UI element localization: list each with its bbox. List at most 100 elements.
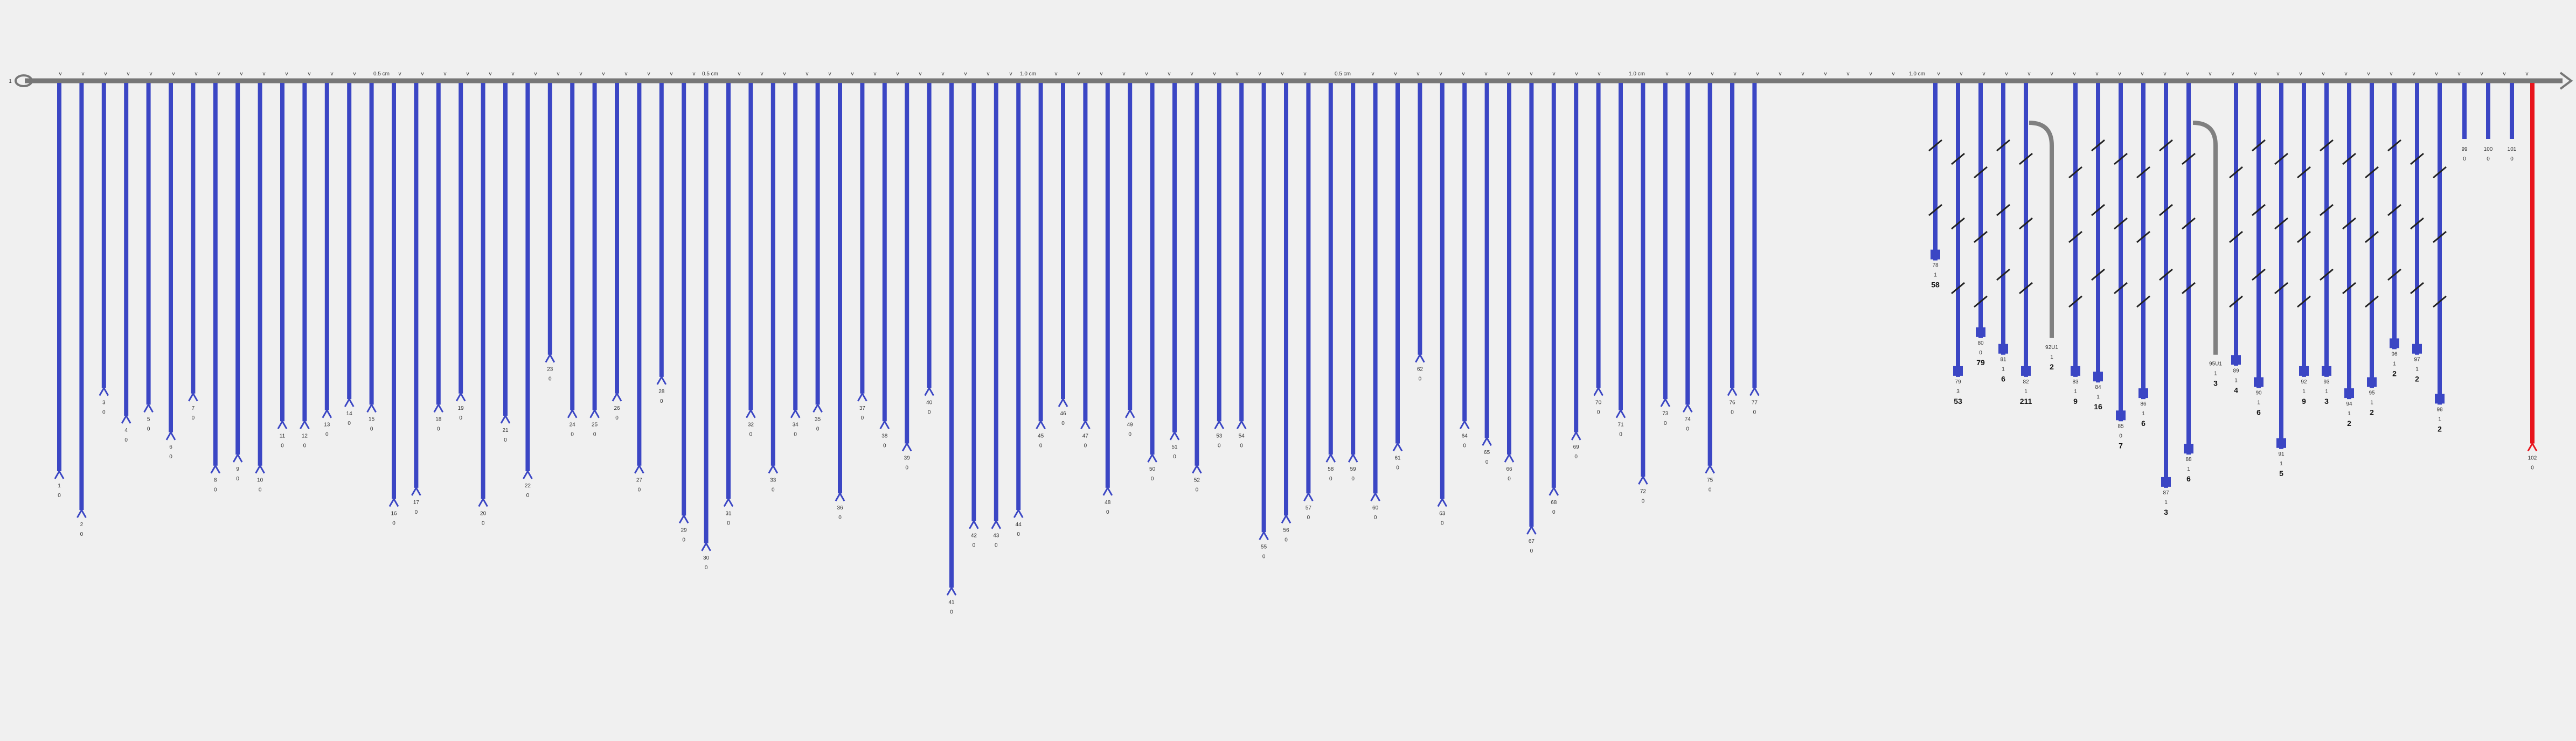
special-branch[interactable]: 81 1 6 (1996, 83, 2010, 383)
branch[interactable]: 19 0 (455, 83, 466, 421)
branch[interactable]: 70 (188, 83, 198, 421)
branch[interactable]: 74 0 (1682, 83, 1693, 432)
branch[interactable]: 45 0 (1036, 83, 1046, 449)
branch[interactable]: 11 0 (277, 83, 288, 449)
branch[interactable]: 31 0 (723, 83, 734, 527)
branch[interactable]: 64 0 (1459, 83, 1470, 449)
branch[interactable]: 80 (210, 83, 221, 493)
branch[interactable]: 16 0 (388, 83, 399, 527)
branch[interactable]: 75 0 (1705, 83, 1715, 493)
branch[interactable]: 39 0 (901, 83, 912, 471)
branch[interactable]: 33 0 (768, 83, 779, 493)
branch[interactable]: 62 0 (1415, 83, 1425, 382)
branch[interactable]: 17 0 (411, 83, 421, 515)
branch[interactable]: 60 (165, 83, 176, 460)
branch[interactable]: 51 0 (1169, 83, 1180, 460)
branch[interactable]: 55 0 (1259, 83, 1269, 560)
special-branch[interactable]: 96 1 2 (2387, 83, 2401, 378)
branch[interactable]: 36 0 (835, 83, 845, 521)
branch[interactable]: 25 0 (589, 83, 600, 438)
branch[interactable]: 43 0 (991, 83, 1002, 549)
branch[interactable]: 40 0 (924, 83, 934, 416)
branch[interactable]: 57 0 (1303, 83, 1314, 521)
branch[interactable]: 38 0 (879, 83, 890, 449)
branch[interactable]: 60 0 (1370, 83, 1380, 521)
special-branch[interactable]: 95 1 2 (2365, 83, 2379, 417)
short-branch[interactable]: 101 0 (2508, 83, 2517, 162)
branch[interactable]: 72 0 (1638, 83, 1648, 504)
branch[interactable]: 27 0 (634, 83, 644, 493)
branch[interactable]: 56 0 (1281, 83, 1292, 543)
special-branch[interactable]: 84 1 16 (2091, 83, 2105, 411)
branch[interactable]: 41 0 (946, 83, 957, 615)
axis-start-ring[interactable] (15, 74, 33, 87)
special-branch[interactable]: 80 0 79 (1974, 83, 1988, 367)
branch[interactable]: 90 (232, 83, 243, 482)
branch[interactable]: 42 0 (969, 83, 979, 549)
branch[interactable]: 15 0 (366, 83, 377, 432)
branch[interactable]: 54 0 (1236, 83, 1247, 449)
special-branch[interactable]: 86 1 6 (2136, 83, 2150, 428)
short-branch[interactable]: 99 0 (2461, 83, 2468, 162)
grey-branch[interactable]: 95U1 1 3 (2192, 121, 2222, 388)
branch[interactable]: 28 0 (656, 83, 667, 404)
branch[interactable]: 67 0 (1526, 83, 1537, 554)
branch[interactable]: 30 0 (701, 83, 711, 571)
branch[interactable]: 40 (121, 83, 131, 443)
short-branch[interactable]: 100 0 (2484, 83, 2493, 162)
branch[interactable]: 49 0 (1124, 83, 1135, 438)
branch[interactable]: 61 0 (1392, 83, 1403, 471)
branch[interactable]: 13 0 (322, 83, 332, 438)
branch[interactable]: 68 0 (1549, 83, 1559, 515)
branch[interactable]: 18 0 (433, 83, 444, 432)
highlight-branch[interactable]: 102 0 (2527, 83, 2538, 471)
branch[interactable]: 34 0 (790, 83, 801, 438)
branch[interactable]: 32 0 (746, 83, 756, 438)
special-branch[interactable]: 93 1 3 (2320, 83, 2334, 406)
branch-line[interactable] (2029, 121, 2054, 338)
branch-line[interactable] (2192, 121, 2218, 355)
branch[interactable]: 10 0 (255, 83, 265, 493)
branch[interactable]: 47 0 (1080, 83, 1091, 449)
branch[interactable]: 30 (99, 83, 109, 416)
branch[interactable]: 37 0 (857, 83, 867, 421)
branch[interactable]: 20 (77, 83, 87, 537)
special-branch[interactable]: 89 1 4 (2229, 83, 2243, 394)
special-branch[interactable]: 94 1 2 (2342, 83, 2356, 428)
branch[interactable]: 50 0 (1147, 83, 1157, 482)
branch[interactable]: 73 0 (1660, 83, 1671, 427)
branch[interactable]: 14 0 (344, 83, 355, 427)
branch[interactable]: 35 0 (813, 83, 823, 432)
branch[interactable]: 53 0 (1214, 83, 1225, 449)
branch[interactable]: 44 0 (1013, 83, 1024, 537)
branch[interactable]: 66 0 (1504, 83, 1515, 482)
branch[interactable]: 50 (143, 83, 154, 432)
branch[interactable]: 20 0 (478, 83, 488, 527)
branch[interactable]: 71 0 (1615, 83, 1626, 438)
branch[interactable]: 21 0 (500, 83, 511, 443)
branch[interactable]: 63 0 (1437, 83, 1448, 527)
special-branch[interactable]: 97 1 2 (2410, 83, 2424, 383)
special-branch[interactable]: 88 1 6 (2182, 83, 2196, 483)
special-branch[interactable]: 79 3 53 (1951, 83, 1965, 406)
special-branch[interactable]: 87 1 3 (2159, 83, 2173, 516)
special-branch[interactable]: 83 1 9 (2068, 83, 2082, 406)
special-branch[interactable]: 92 1 9 (2297, 83, 2311, 406)
branch[interactable]: 26 0 (612, 83, 622, 421)
grey-branch[interactable]: 92U1 1 2 (2029, 121, 2058, 371)
special-branch[interactable]: 91 1 5 (2274, 83, 2288, 478)
branch[interactable]: 69 0 (1571, 83, 1581, 460)
branch[interactable]: 76 0 (1727, 83, 1738, 416)
branch[interactable]: 48 0 (1102, 83, 1113, 515)
branch[interactable]: 10 (54, 83, 65, 499)
branch[interactable]: 58 0 (1325, 83, 1336, 482)
branch[interactable]: 65 0 (1482, 83, 1492, 465)
branch[interactable]: 59 0 (1348, 83, 1358, 482)
branch[interactable]: 70 0 (1593, 83, 1603, 416)
branch[interactable]: 12 0 (300, 83, 310, 449)
special-branch[interactable]: 98 1 2 (2433, 83, 2447, 433)
special-branch[interactable]: 85 0 7 (2114, 83, 2128, 450)
branch[interactable]: 77 0 (1749, 83, 1760, 416)
branch[interactable]: 23 0 (545, 83, 556, 382)
special-branch[interactable]: 82 1 211 (2019, 83, 2033, 406)
